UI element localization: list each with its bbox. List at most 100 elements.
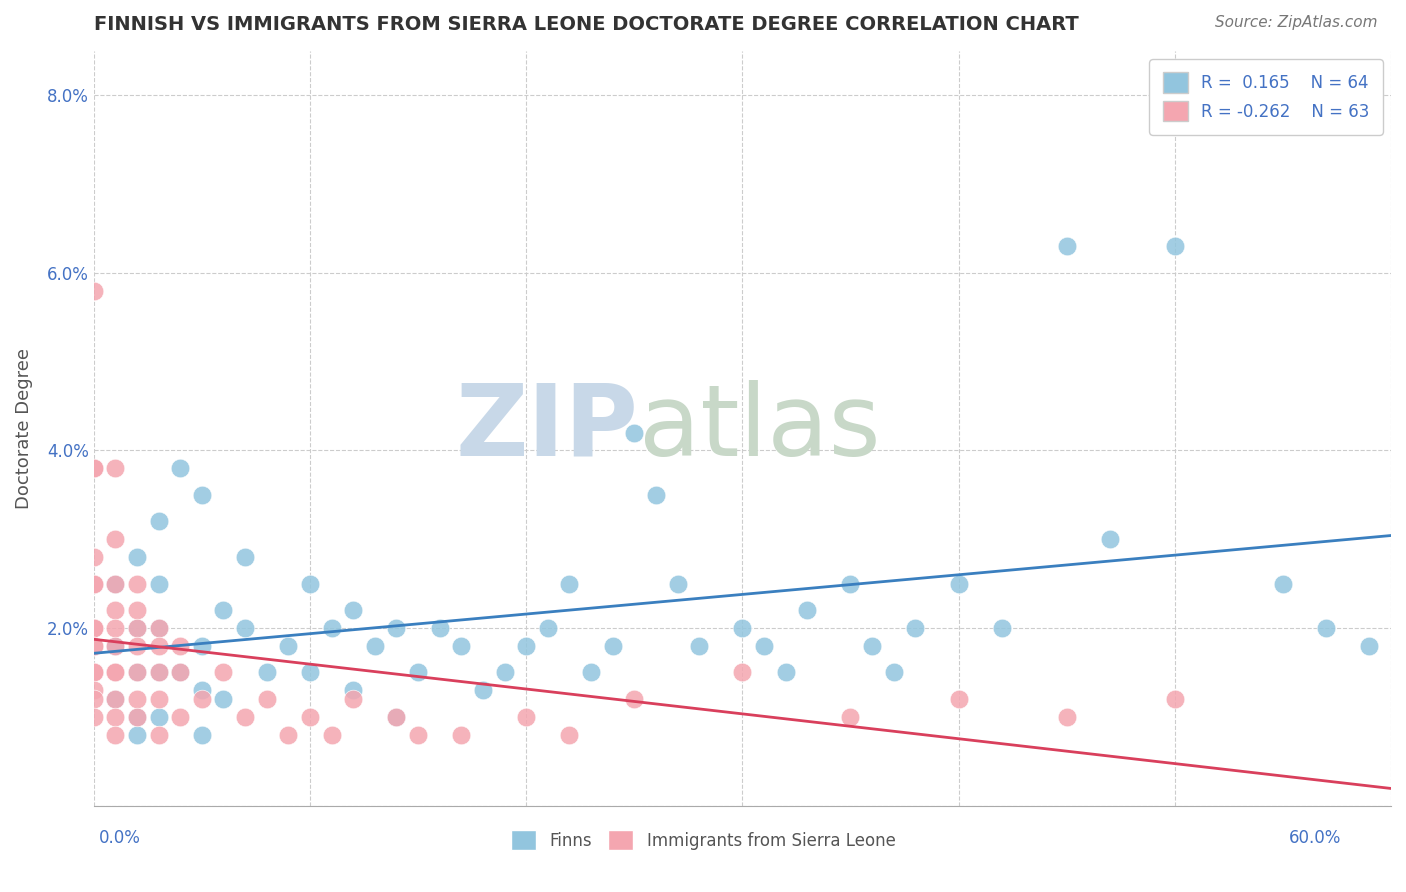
Point xyxy=(148,576,170,591)
Point xyxy=(148,665,170,680)
Point xyxy=(1056,710,1078,724)
Point xyxy=(515,710,537,724)
Point xyxy=(83,284,105,298)
Point xyxy=(1164,692,1187,706)
Point xyxy=(191,728,214,742)
Point xyxy=(104,692,127,706)
Point xyxy=(579,665,602,680)
Point xyxy=(883,665,905,680)
Point xyxy=(558,576,581,591)
Point xyxy=(904,621,927,635)
Point xyxy=(623,692,645,706)
Point xyxy=(212,665,235,680)
Point xyxy=(104,621,127,635)
Point xyxy=(104,692,127,706)
Point xyxy=(125,576,148,591)
Point xyxy=(494,665,516,680)
Point xyxy=(233,549,256,564)
Point xyxy=(1056,239,1078,253)
Point xyxy=(537,621,560,635)
Point xyxy=(83,461,105,475)
Point xyxy=(602,639,624,653)
Point xyxy=(385,621,408,635)
Point xyxy=(256,692,278,706)
Point xyxy=(125,692,148,706)
Point xyxy=(1358,639,1381,653)
Point xyxy=(752,639,775,653)
Point xyxy=(623,425,645,440)
Text: 0.0%: 0.0% xyxy=(98,829,141,847)
Point xyxy=(83,621,105,635)
Point xyxy=(298,576,321,591)
Point xyxy=(125,728,148,742)
Point xyxy=(321,621,343,635)
Point xyxy=(191,639,214,653)
Point xyxy=(148,621,170,635)
Point xyxy=(450,728,472,742)
Point xyxy=(83,665,105,680)
Point xyxy=(839,710,862,724)
Legend: Finns, Immigrants from Sierra Leone: Finns, Immigrants from Sierra Leone xyxy=(503,823,903,857)
Point xyxy=(83,692,105,706)
Text: atlas: atlas xyxy=(638,380,880,476)
Point xyxy=(212,692,235,706)
Point xyxy=(104,533,127,547)
Point xyxy=(1271,576,1294,591)
Point xyxy=(83,461,105,475)
Point xyxy=(125,710,148,724)
Point xyxy=(83,639,105,653)
Point xyxy=(83,549,105,564)
Point xyxy=(125,621,148,635)
Point xyxy=(83,665,105,680)
Point xyxy=(104,603,127,617)
Point xyxy=(148,728,170,742)
Text: 60.0%: 60.0% xyxy=(1288,829,1341,847)
Point xyxy=(1315,621,1337,635)
Point xyxy=(104,576,127,591)
Point xyxy=(731,665,754,680)
Point xyxy=(83,639,105,653)
Point xyxy=(342,692,364,706)
Point xyxy=(233,621,256,635)
Point xyxy=(104,710,127,724)
Point xyxy=(1164,239,1187,253)
Point xyxy=(104,639,127,653)
Point xyxy=(104,665,127,680)
Point xyxy=(471,683,494,698)
Point xyxy=(644,488,666,502)
Point xyxy=(191,683,214,698)
Point xyxy=(731,621,754,635)
Point xyxy=(406,665,429,680)
Point xyxy=(83,665,105,680)
Point xyxy=(83,621,105,635)
Point xyxy=(688,639,710,653)
Text: ZIP: ZIP xyxy=(456,380,638,476)
Point xyxy=(321,728,343,742)
Point xyxy=(125,549,148,564)
Point xyxy=(169,665,191,680)
Point xyxy=(83,621,105,635)
Text: Source: ZipAtlas.com: Source: ZipAtlas.com xyxy=(1215,15,1378,29)
Y-axis label: Doctorate Degree: Doctorate Degree xyxy=(15,348,32,508)
Point xyxy=(342,683,364,698)
Point xyxy=(385,710,408,724)
Point xyxy=(104,461,127,475)
Point xyxy=(83,639,105,653)
Point xyxy=(125,665,148,680)
Point xyxy=(191,488,214,502)
Point xyxy=(860,639,883,653)
Point xyxy=(364,639,387,653)
Point xyxy=(169,639,191,653)
Point xyxy=(125,621,148,635)
Point xyxy=(277,728,299,742)
Point xyxy=(148,710,170,724)
Point xyxy=(342,603,364,617)
Point xyxy=(191,692,214,706)
Point xyxy=(104,639,127,653)
Point xyxy=(169,710,191,724)
Text: FINNISH VS IMMIGRANTS FROM SIERRA LEONE DOCTORATE DEGREE CORRELATION CHART: FINNISH VS IMMIGRANTS FROM SIERRA LEONE … xyxy=(94,15,1078,34)
Point xyxy=(839,576,862,591)
Point xyxy=(148,621,170,635)
Point xyxy=(83,576,105,591)
Point xyxy=(125,639,148,653)
